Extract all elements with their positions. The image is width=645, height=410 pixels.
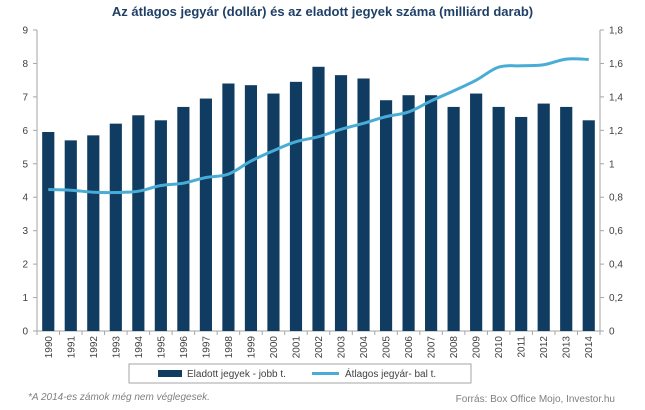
x-tick-label: 1994: [134, 336, 145, 359]
legend-box: [128, 363, 472, 384]
bar: [447, 106, 460, 331]
x-tick-label: 1990: [44, 336, 55, 359]
x-tick-label: 2013: [562, 336, 573, 359]
x-tick-label: 2010: [494, 336, 505, 359]
left-tick-label: 3: [22, 226, 28, 237]
bar: [244, 85, 258, 331]
left-tick-label: 8: [22, 59, 28, 70]
source-text: Forrás: Box Office Mojo, Investor.hu: [455, 394, 615, 405]
legend-bar-swatch: [158, 370, 182, 377]
x-tick-label: 1993: [111, 336, 122, 359]
right-tick-label: 1,2: [609, 126, 623, 137]
bar: [470, 93, 483, 332]
bar: [177, 106, 190, 331]
x-tick-label: 2006: [404, 336, 415, 359]
bar: [515, 116, 528, 331]
bar: [402, 95, 415, 331]
bar: [222, 83, 235, 331]
x-tick-label: 1998: [224, 336, 235, 359]
right-tick-label: 1,8: [609, 26, 623, 37]
bar: [537, 103, 550, 331]
x-tick-label: 2014: [584, 336, 595, 359]
x-tick-label: 1996: [179, 336, 190, 359]
right-tick-label: 1: [609, 159, 615, 170]
price-line: [48, 57, 589, 195]
bar: [582, 120, 595, 331]
bar: [312, 66, 325, 332]
right-tick-label: 1,6: [609, 59, 623, 70]
left-tick-label: 2: [22, 260, 28, 271]
x-tick-label: 2002: [314, 336, 325, 359]
x-tick-label: 1991: [66, 336, 77, 359]
bar: [560, 106, 573, 331]
bar: [357, 78, 370, 331]
x-tick-label: 1992: [89, 336, 100, 359]
x-tick-label: 2008: [449, 336, 460, 359]
x-tick-label: 1997: [201, 336, 212, 359]
x-tick-label: 2003: [337, 336, 348, 359]
right-tick-label: 0,8: [609, 193, 623, 204]
bar: [132, 115, 145, 332]
right-tick-label: 0,2: [609, 293, 623, 304]
x-tick-label: 1999: [246, 336, 257, 359]
x-tick-label: 2009: [472, 336, 483, 359]
left-tick-label: 0: [22, 327, 28, 338]
x-tick-label: 2012: [539, 336, 550, 359]
chart-title: Az átlagos jegyár (dollár) és az eladott…: [111, 4, 534, 19]
x-tick-label: 2007: [427, 336, 438, 359]
left-tick-label: 4: [22, 193, 28, 204]
footnote: *A 2014-es zámok még nem véglegesek.: [28, 392, 210, 403]
bar: [42, 132, 55, 331]
bar: [154, 120, 167, 331]
bar: [379, 100, 393, 331]
right-tick-label: 1,4: [609, 92, 623, 103]
bar: [289, 81, 303, 331]
left-tick-label: 1: [22, 293, 28, 304]
bar: [492, 106, 505, 331]
left-tick-label: 7: [22, 92, 28, 103]
legend-bar-label: Eladott jegyek - jobb t.: [187, 369, 286, 380]
right-tick-label: 0,4: [609, 260, 623, 271]
x-tick-label: 2005: [382, 336, 393, 359]
x-tick-label: 2001: [291, 336, 302, 359]
x-tick-label: 2004: [359, 336, 370, 359]
bar: [425, 95, 438, 331]
right-tick-label: 0: [609, 327, 615, 338]
bar: [109, 123, 122, 332]
legend: Eladott jegyek - jobb t. Átlagos jegyár- …: [128, 363, 472, 384]
bar: [334, 75, 348, 332]
x-tick-label: 1995: [156, 336, 167, 359]
left-tick-label: 9: [22, 26, 28, 37]
left-tick-label: 6: [22, 126, 28, 137]
bar: [64, 140, 77, 331]
bar: [267, 93, 280, 332]
right-tick-label: 0,6: [609, 226, 623, 237]
x-tick-label: 2011: [517, 336, 528, 358]
bar: [87, 135, 100, 331]
bar: [199, 98, 212, 331]
legend-line-label: Átlagos jegyár- bal t.: [345, 367, 436, 380]
left-tick-label: 5: [22, 159, 28, 170]
x-tick-label: 2000: [269, 336, 280, 359]
